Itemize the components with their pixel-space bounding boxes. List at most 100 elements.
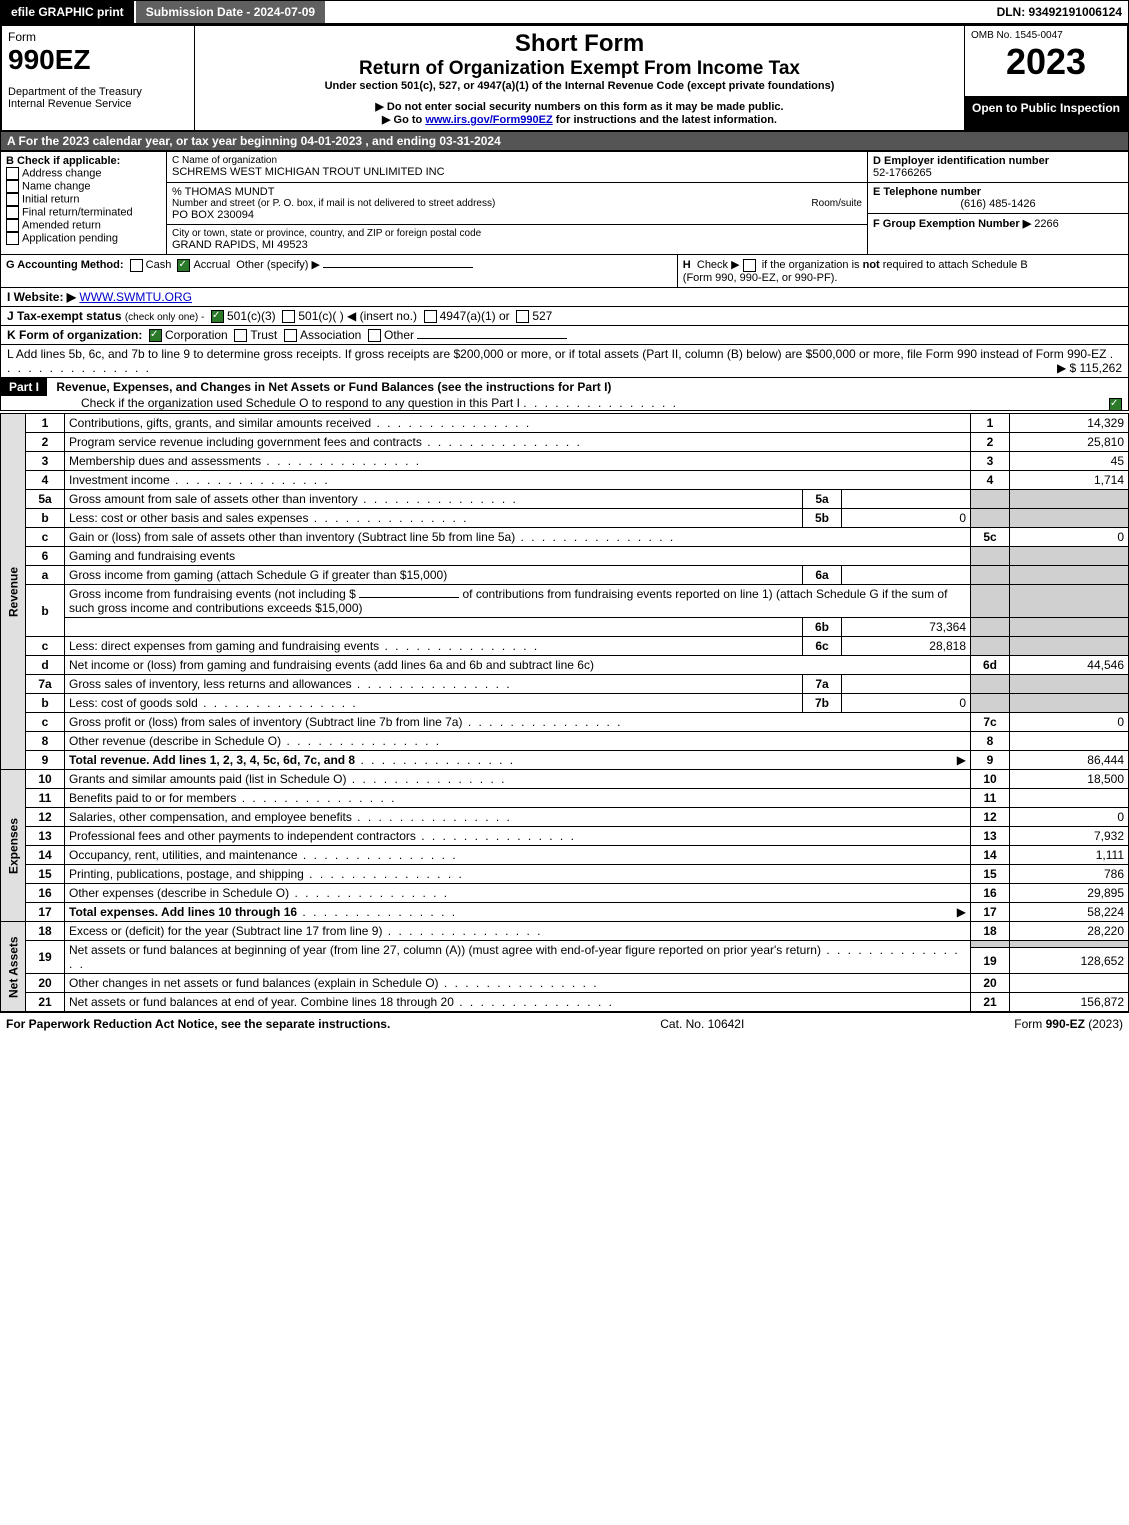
row-6a-text: Gross income from gaming (attach Schedul…: [69, 568, 447, 582]
cb-501c[interactable]: [282, 310, 295, 323]
cb-trust[interactable]: [234, 329, 247, 342]
row-5b-text: Less: cost or other basis and sales expe…: [69, 511, 308, 525]
cb-amended-return[interactable]: Amended return: [6, 219, 161, 232]
row-9-arrow: ▶: [957, 753, 966, 767]
row-20-value: [1010, 974, 1129, 993]
gross-receipts: ▶ $ 115,262: [1057, 361, 1122, 375]
subtitle: Under section 501(c), 527, or 4947(a)(1)…: [201, 80, 958, 92]
group-exemption-value: 2266: [1034, 218, 1058, 230]
cb-other-org[interactable]: [368, 329, 381, 342]
form-word: Form: [8, 30, 188, 44]
row-3-value: 45: [1010, 452, 1129, 471]
label-group-exemption: F Group Exemption Number ▶: [873, 218, 1031, 230]
row-9-text: Total revenue. Add lines 1, 2, 3, 4, 5c,…: [69, 753, 355, 767]
row-6c-value: 28,818: [842, 637, 971, 656]
form-number: 990EZ: [8, 44, 188, 76]
instructions-link-row: ▶ Go to www.irs.gov/Form990EZ for instru…: [201, 113, 958, 126]
line-l-text: L Add lines 5b, 6c, and 7b to line 9 to …: [7, 347, 1106, 361]
ssn-warning: ▶ Do not enter social security numbers o…: [201, 100, 958, 113]
row-5a-text: Gross amount from sale of assets other t…: [69, 492, 358, 506]
row-5c-text: Gain or (loss) from sale of assets other…: [69, 530, 515, 544]
cb-4947[interactable]: [424, 310, 437, 323]
row-6a-value: [842, 566, 971, 585]
row-17-arrow: ▶: [957, 905, 966, 919]
goto-suffix: for instructions and the latest informat…: [556, 114, 777, 126]
cb-association[interactable]: [284, 329, 297, 342]
cb-accrual[interactable]: [177, 259, 190, 272]
cb-address-change[interactable]: Address change: [6, 167, 161, 180]
irs-link[interactable]: www.irs.gov/Form990EZ: [425, 114, 552, 126]
cb-application-pending[interactable]: Application pending: [6, 232, 161, 245]
row-6b-value: 73,364: [842, 618, 971, 637]
cb-501c3[interactable]: [211, 310, 224, 323]
row-11-value: [1010, 789, 1129, 808]
part1-title: Revenue, Expenses, and Changes in Net As…: [50, 380, 611, 394]
row-7c-value: 0: [1010, 713, 1129, 732]
street-address: PO BOX 230094: [172, 209, 862, 221]
cb-corporation[interactable]: [149, 329, 162, 342]
label-tax-exempt: J Tax-exempt status: [7, 309, 122, 323]
row-15-value: 786: [1010, 865, 1129, 884]
expenses-side-label: Expenses: [1, 770, 26, 922]
form-header: Form 990EZ Department of the Treasury In…: [0, 24, 1129, 132]
cb-cash[interactable]: [130, 259, 143, 272]
line-a-period: A For the 2023 calendar year, or tax yea…: [0, 132, 1129, 151]
phone-value: (616) 485-1426: [873, 198, 1123, 210]
row-7b-text: Less: cost of goods sold: [69, 696, 198, 710]
row-12-value: 0: [1010, 808, 1129, 827]
row-20-text: Other changes in net assets or fund bala…: [69, 976, 439, 990]
other-specify: Other (specify) ▶: [236, 259, 320, 271]
row-6d-value: 44,546: [1010, 656, 1129, 675]
part1-table: Revenue 1 Contributions, gifts, grants, …: [0, 413, 1129, 1012]
cb-527[interactable]: [516, 310, 529, 323]
row-5c-value: 0: [1010, 528, 1129, 547]
top-bar: efile GRAPHIC print Submission Date - 20…: [0, 0, 1129, 24]
main-title: Return of Organization Exempt From Incom…: [201, 58, 958, 80]
part1-check-text: Check if the organization used Schedule …: [81, 396, 520, 410]
label-website: I Website: ▶: [7, 290, 76, 304]
row-5a-value: [842, 490, 971, 509]
line-i: I Website: ▶ WWW.SWMTU.ORG: [0, 288, 1129, 307]
row-18-text: Excess or (deficit) for the year (Subtra…: [69, 924, 382, 938]
other-org-input[interactable]: [417, 338, 567, 339]
g-h-row: G Accounting Method: Cash Accrual Other …: [0, 255, 1129, 288]
footer-right: Form 990-EZ (2023): [1014, 1017, 1123, 1031]
footer-cat-no: Cat. No. 10642I: [660, 1017, 744, 1031]
care-of: % THOMAS MUNDT: [172, 186, 862, 198]
row-6b-input[interactable]: [359, 597, 459, 598]
row-2-text: Program service revenue including govern…: [69, 435, 422, 449]
label-form-org: K Form of organization:: [7, 328, 142, 342]
cb-name-change[interactable]: Name change: [6, 180, 161, 193]
org-name: SCHREMS WEST MICHIGAN TROUT UNLIMITED IN…: [172, 166, 862, 178]
row-21-value: 156,872: [1010, 993, 1129, 1012]
website-link[interactable]: WWW.SWMTU.ORG: [79, 290, 192, 304]
cb-final-return[interactable]: Final return/terminated: [6, 206, 161, 219]
netassets-side-label: Net Assets: [1, 922, 26, 1012]
row-14-text: Occupancy, rent, utilities, and maintena…: [69, 848, 298, 862]
row-17-text: Total expenses. Add lines 10 through 16: [69, 905, 297, 919]
row-7a-value: [842, 675, 971, 694]
row-13-text: Professional fees and other payments to …: [69, 829, 416, 843]
row-12-text: Salaries, other compensation, and employ…: [69, 810, 352, 824]
row-4-text: Investment income: [69, 473, 170, 487]
row-4-value: 1,714: [1010, 471, 1129, 490]
cb-initial-return[interactable]: Initial return: [6, 193, 161, 206]
other-specify-input[interactable]: [323, 267, 473, 268]
efile-print-button[interactable]: efile GRAPHIC print: [1, 1, 134, 23]
page-footer: For Paperwork Reduction Act Notice, see …: [0, 1012, 1129, 1035]
row-3-text: Membership dues and assessments: [69, 454, 261, 468]
dept-treasury: Department of the Treasury: [8, 86, 188, 98]
row-7a-text: Gross sales of inventory, less returns a…: [69, 677, 352, 691]
submission-date: Submission Date - 2024-07-09: [136, 1, 325, 23]
label-city: City or town, state or province, country…: [172, 228, 862, 239]
short-form-title: Short Form: [201, 30, 958, 58]
part1-header: Part I Revenue, Expenses, and Changes in…: [0, 378, 1129, 411]
cb-schedule-b[interactable]: [743, 259, 756, 272]
row-14-value: 1,111: [1010, 846, 1129, 865]
row-8-text: Other revenue (describe in Schedule O): [69, 734, 281, 748]
cb-schedule-o[interactable]: [1109, 398, 1122, 411]
row-7c-text: Gross profit or (loss) from sales of inv…: [69, 715, 462, 729]
label-ein: D Employer identification number: [873, 155, 1123, 167]
revenue-side-label: Revenue: [1, 414, 26, 770]
row-8-value: [1010, 732, 1129, 751]
